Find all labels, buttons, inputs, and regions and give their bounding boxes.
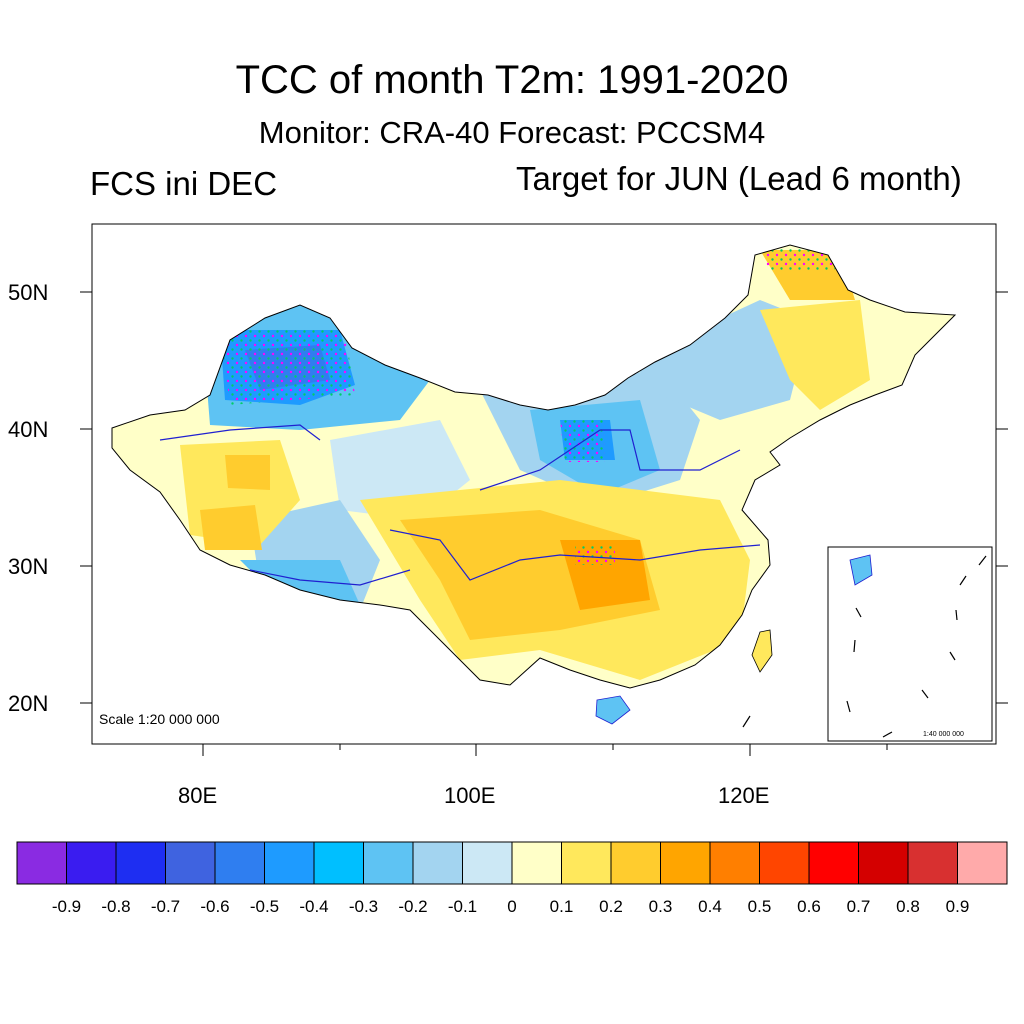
taiwan-island <box>751 629 773 673</box>
lat-label-20n: 20N <box>8 691 49 716</box>
brahmaputra-river <box>249 569 411 586</box>
colorbar-swatch <box>957 841 1008 885</box>
colorbar-swatch <box>462 841 513 885</box>
colorbar-swatch <box>709 841 760 885</box>
colorbar-tick-label: 0.4 <box>698 897 722 916</box>
map-scale-label: Scale 1:20 000 000 <box>99 711 220 727</box>
colorbar-swatch <box>214 841 265 885</box>
colorbar-tick-label: -0.6 <box>200 897 230 916</box>
target-label: Target for JUN (Lead 6 month) <box>516 160 962 197</box>
colorbar-tick-label: -0.5 <box>249 897 280 916</box>
colorbar <box>16 841 1008 885</box>
init-label: FCS ini DEC <box>90 165 278 202</box>
colorbar-swatch <box>561 841 612 885</box>
lon-label-100e: 100E <box>444 783 496 808</box>
yangtze-river <box>389 529 761 581</box>
yellow-river <box>159 424 741 491</box>
colorbar-swatch <box>907 841 958 885</box>
colorbar-tick-label: 0.6 <box>797 897 821 916</box>
colorbar-tick-label: 0.5 <box>747 897 772 916</box>
axis-ticks <box>80 291 1008 756</box>
lon-label-120e: 120E <box>718 783 770 808</box>
colorbar-tick-label: 0.1 <box>549 897 574 916</box>
colorbar-tick-label: -0.4 <box>299 897 329 916</box>
colorbar-tick-label: 0.2 <box>599 897 623 916</box>
colorbar-swatch <box>759 841 810 885</box>
china-outline <box>111 244 957 689</box>
lat-label-50n: 50N <box>8 280 49 305</box>
colorbar-tick-label: 0.7 <box>846 897 871 916</box>
colorbar-swatch <box>610 841 661 885</box>
colorbar-tick-label: -0.2 <box>398 897 428 916</box>
colorbar-swatch <box>165 841 216 885</box>
hainan-island <box>595 695 631 725</box>
colorbar-swatch <box>511 841 562 885</box>
lon-label-80e: 80E <box>178 783 218 808</box>
colorbar-swatch <box>363 841 414 885</box>
colorbar-tick-label: -0.3 <box>348 897 379 916</box>
lat-label-40n: 40N <box>8 417 49 442</box>
colorbar-swatch <box>660 841 711 885</box>
south-china-sea-inset <box>827 546 993 742</box>
colorbar-swatch <box>858 841 909 885</box>
lat-label-30n: 30N <box>8 554 49 579</box>
colorbar-tick-label: -0.9 <box>51 897 82 916</box>
colorbar-swatch <box>16 841 67 885</box>
colorbar-swatch <box>66 841 117 885</box>
colorbar-tick-label: 0.9 <box>945 897 970 916</box>
colorbar-tick-label: -0.7 <box>150 897 181 916</box>
colorbar-swatch <box>264 841 315 885</box>
chart-title: TCC of month T2m: 1991-2020 <box>235 58 789 102</box>
colorbar-tick-label: 0 <box>507 897 517 916</box>
colorbar-tick-label: 0.3 <box>648 897 673 916</box>
colorbar-tick-label: -0.1 <box>447 897 478 916</box>
inset-scale-label: 1:40 000 000 <box>923 731 964 738</box>
colorbar-swatch <box>115 841 166 885</box>
chart-subtitle: Monitor: CRA-40 Forecast: PCCSM4 <box>258 115 766 150</box>
colorbar-tick-label: -0.8 <box>101 897 131 916</box>
colorbar-tick-label: 0.8 <box>896 897 920 916</box>
colorbar-swatch <box>313 841 364 885</box>
colorbar-swatch <box>412 841 463 885</box>
colorbar-swatch <box>808 841 859 885</box>
